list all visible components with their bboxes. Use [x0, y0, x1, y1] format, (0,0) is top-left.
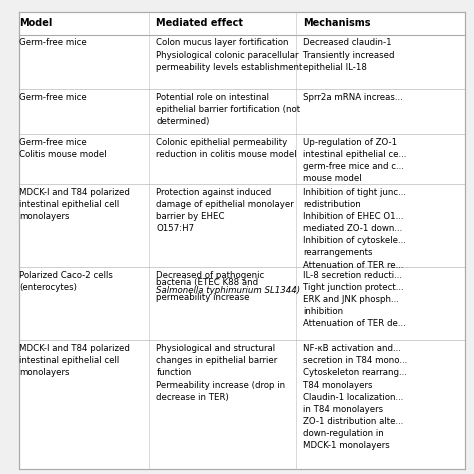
Text: Potential role on intestinal
epithelial barrier fortification (not
determined): Potential role on intestinal epithelial … — [156, 93, 301, 126]
Text: Salmonella typhimurium SL1344): Salmonella typhimurium SL1344) — [156, 286, 301, 295]
Text: MDCK-I and T84 polarized
intestinal epithelial cell
monolayers: MDCK-I and T84 polarized intestinal epit… — [19, 188, 130, 221]
Text: Germ-free mice: Germ-free mice — [19, 93, 87, 102]
Text: Model: Model — [19, 18, 52, 28]
Text: Polarized Caco-2 cells
(enterocytes): Polarized Caco-2 cells (enterocytes) — [19, 271, 113, 292]
Text: permeability increase: permeability increase — [156, 293, 250, 302]
Text: Germ-free mice: Germ-free mice — [19, 38, 87, 47]
Text: Physiological and structural
changes in epithelial barrier
function
Permeability: Physiological and structural changes in … — [156, 344, 285, 402]
Text: Decreased of pathogenic: Decreased of pathogenic — [156, 271, 264, 280]
Text: Decreased claudin-1
Transiently increased
epithelial IL-18: Decreased claudin-1 Transiently increase… — [303, 38, 395, 72]
Text: IL-8 secretion reducti...
Tight junction protect...
ERK and JNK phosph...
inhibi: IL-8 secretion reducti... Tight junction… — [303, 271, 406, 328]
Text: Mediated effect: Mediated effect — [156, 18, 244, 28]
Text: NF-κB activation and...
secretion in T84 mono...
Cytoskeleton rearrang...
T84 mo: NF-κB activation and... secretion in T84… — [303, 344, 408, 450]
FancyBboxPatch shape — [19, 12, 465, 469]
Text: Protection against induced
damage of epithelial monolayer
barrier by EHEC
O157:H: Protection against induced damage of epi… — [156, 188, 294, 233]
Text: Germ-free mice
Colitis mouse model: Germ-free mice Colitis mouse model — [19, 138, 107, 159]
Text: Mechanisms: Mechanisms — [303, 18, 371, 28]
Text: Colon mucus layer fortification
Physiological colonic paracellular
permeability : Colon mucus layer fortification Physiolo… — [156, 38, 303, 72]
Text: Sprr2a mRNA increas...: Sprr2a mRNA increas... — [303, 93, 403, 102]
Text: MDCK-I and T84 polarized
intestinal epithelial cell
monolayers: MDCK-I and T84 polarized intestinal epit… — [19, 344, 130, 377]
Text: bacteria (ETEC K88 and: bacteria (ETEC K88 and — [156, 278, 258, 287]
Text: Up-regulation of ZO-1
intestinal epithelial ce...
germ-free mice and c...
mouse : Up-regulation of ZO-1 intestinal epithel… — [303, 138, 407, 183]
Text: Colonic epithelial permeability
reduction in colitis mouse model: Colonic epithelial permeability reductio… — [156, 138, 297, 159]
Text: Inhibition of tight junc...
redistribution
Inhibition of EHEC O1...
mediated ZO-: Inhibition of tight junc... redistributi… — [303, 188, 406, 270]
